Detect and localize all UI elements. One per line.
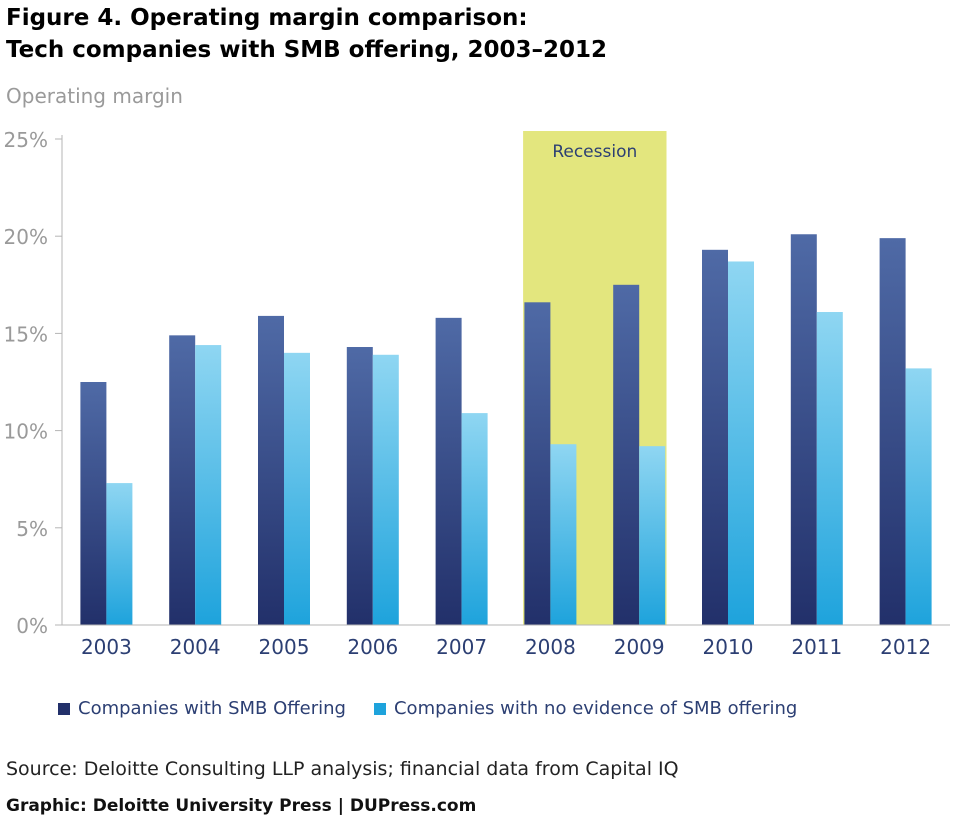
bar-smb-2008 [524,302,551,625]
recession-label: Recession [552,142,637,162]
source-note: Source: Deloitte Consulting LLP analysis… [6,758,679,780]
bar-smb-2005 [258,315,284,625]
bar-chart: Recession 0% 5% 10% 15% 20% 25% 2003 2004 2005 20… [4,128,950,659]
x-tick-label: 2003 [81,635,132,659]
x-tick-label: 2004 [170,635,221,659]
legend-label-smb: Companies with SMB Offering [78,698,346,719]
bar-no-smb-2005 [284,352,310,625]
bar-smb-2011 [790,234,817,626]
y-tick-label: 25% [4,128,48,152]
bar-smb-2003 [80,382,107,625]
legend: Companies with SMB Offering Companies wi… [58,698,797,719]
bar-no-smb-2008 [550,444,577,625]
bar-smb-2006 [346,347,373,625]
y-tick-label: 20% [4,225,48,249]
x-tick-label: 2005 [259,635,310,659]
legend-item-smb: Companies with SMB Offering [58,698,346,719]
legend-swatch-no-smb [373,702,386,715]
chart-title: Figure 4. Operating margin comparison: T… [6,2,607,66]
bar-no-smb-2009 [639,446,666,625]
bar-no-smb-2012 [905,368,932,625]
y-tick-label: 15% [4,322,48,346]
bar-smb-2009 [613,284,640,625]
y-tick-label: 0% [16,614,48,638]
x-tick-label: 2006 [347,635,398,659]
bar-no-smb-2010 [728,261,754,625]
bar-smb-2004 [169,335,196,625]
graphic-credit: Graphic: Deloitte University Press | DUP… [6,796,477,816]
bar-smb-2010 [702,249,728,626]
y-tick-label: 5% [16,517,48,541]
x-tick-label: 2011 [791,635,842,659]
x-tick-label: 2012 [880,635,931,659]
bar-no-smb-2003 [106,483,133,625]
bar-smb-2012 [879,238,906,626]
chart-title-line-1: Figure 4. Operating margin comparison: [6,5,528,31]
y-tick-label: 10% [4,420,48,444]
bar-no-smb-2006 [372,354,399,625]
legend-label-no-smb: Companies with no evidence of SMB offeri… [393,698,798,719]
x-tick-label: 2010 [703,635,754,659]
legend-item-no-smb: Companies with no evidence of SMB offeri… [373,698,798,719]
bar-no-smb-2011 [816,312,843,625]
x-tick-label: 2009 [614,635,665,659]
y-axis-label: Operating margin [6,84,183,108]
bar-no-smb-2007 [461,413,488,625]
x-tick-label: 2007 [436,635,487,659]
chart-title-line-2: Tech companies with SMB offering, 2003–2… [6,37,608,63]
legend-swatch-smb [58,702,70,715]
bar-smb-2007 [435,317,462,625]
x-tick-label: 2008 [525,635,576,659]
bar-no-smb-2004 [195,345,222,625]
